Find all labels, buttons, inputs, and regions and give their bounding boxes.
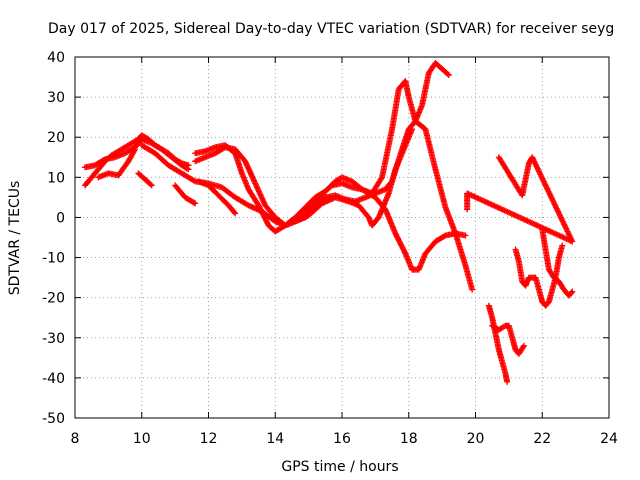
data-point [100, 157, 107, 164]
data-point [409, 126, 416, 133]
data-point [184, 165, 191, 172]
data-point [232, 210, 239, 217]
data-point [190, 177, 197, 184]
data-point [378, 175, 385, 182]
grid [75, 57, 609, 418]
y-tick-label: -30 [42, 331, 65, 347]
y-tick-label: -40 [42, 371, 65, 387]
data-point [399, 245, 406, 252]
data-point [392, 230, 399, 237]
y-tick-label: -20 [42, 291, 65, 307]
data-marks [82, 60, 576, 385]
data-point [190, 199, 197, 206]
axis-ticks [74, 56, 610, 419]
data-point [262, 217, 269, 224]
data-point [398, 242, 405, 249]
data-point [400, 246, 407, 253]
y-tick-label: 40 [47, 50, 65, 66]
y-tick-labels: -50 -40 -30 -20 -10 0 10 20 30 40 [42, 50, 65, 427]
y-tick-label: -50 [42, 411, 65, 427]
data-point [393, 233, 400, 240]
data-point [445, 72, 452, 79]
data-point [401, 249, 408, 256]
data-point [399, 243, 406, 250]
data-point [569, 288, 576, 295]
data-point [131, 147, 138, 154]
data-point [464, 206, 471, 213]
data-point [401, 247, 408, 254]
data-point [192, 200, 199, 207]
y-axis-title: SDTVAR / TECUs [7, 181, 23, 296]
data-point [264, 219, 271, 226]
data-point [263, 218, 270, 225]
y-tick-label: -10 [42, 251, 65, 267]
data-point [568, 289, 575, 296]
data-point [132, 146, 139, 153]
data-point [559, 242, 566, 249]
x-tick-label: 24 [600, 431, 618, 447]
x-tick-label: 8 [71, 431, 80, 447]
data-point [469, 286, 476, 293]
x-tick-label: 22 [533, 431, 551, 447]
chart-title: Day 017 of 2025, Sidereal Day-to-day VTE… [48, 21, 614, 37]
data-point [441, 233, 448, 240]
x-tick-labels: 8 10 12 14 16 18 20 22 24 [71, 431, 618, 447]
x-tick-label: 18 [400, 431, 418, 447]
y-tick-label: 10 [47, 170, 65, 186]
x-tick-label: 16 [333, 431, 351, 447]
data-point [394, 234, 401, 241]
data-point [397, 241, 404, 248]
x-tick-label: 10 [133, 431, 151, 447]
data-point [393, 231, 400, 238]
data-point [395, 237, 402, 244]
data-point [148, 182, 155, 189]
x-tick-label: 12 [200, 431, 218, 447]
y-tick-label: 30 [47, 90, 65, 106]
data-point [397, 239, 404, 246]
y-tick-label: 0 [56, 210, 65, 226]
data-point [520, 342, 527, 349]
x-axis-title: GPS time / hours [281, 459, 398, 475]
x-tick-label: 20 [467, 431, 485, 447]
data-point [255, 202, 262, 209]
data-point [444, 71, 451, 78]
data-point [185, 166, 192, 173]
data-point [462, 232, 469, 239]
data-point [504, 378, 511, 385]
data-point [396, 238, 403, 245]
data-point [147, 181, 154, 188]
y-tick-label: 20 [47, 130, 65, 146]
data-point [395, 235, 402, 242]
data-point [520, 344, 527, 351]
x-tick-label: 14 [266, 431, 284, 447]
data-point [231, 209, 238, 216]
